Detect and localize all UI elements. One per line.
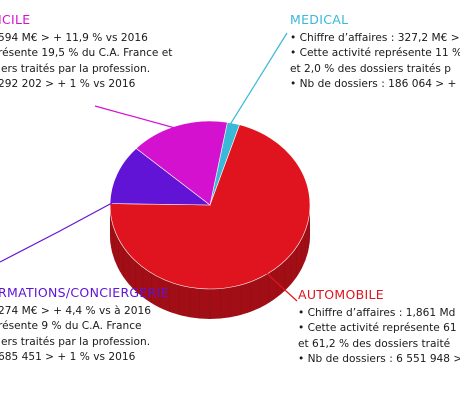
pie-slice-informations-conciergerie	[109, 147, 211, 206]
domicile-line: résente 19,5 % du C.A. France et	[0, 47, 173, 60]
medical-line: • Chiffre d’affaires : 327,2 M€ >	[290, 32, 460, 44]
pie-sides	[110, 205, 310, 319]
automobile-title: AUTOMOBILE	[298, 287, 384, 302]
domicile-line: 594 M€ > + 11,9 % vs 2016	[0, 32, 148, 44]
domicile-line: iers traités par la profession.	[0, 62, 151, 75]
leader-domicile-line	[94, 105, 176, 129]
domicile-lines: 594 M€ > + 11,9 % vs 2016 résente 19,5 %…	[0, 31, 172, 93]
domicile-title: ICILE	[0, 12, 31, 27]
automobile-lines: • Chiffre d’affaires : 1,861 Md • Cette …	[298, 306, 460, 368]
pie-tops	[109, 120, 311, 290]
domicile-line: 292 202 > + 1 % vs 2016	[0, 78, 136, 91]
leader-automobile-line	[251, 259, 298, 302]
medical-lines: • Chiffre d’affaires : 327,2 M€ > • Cett…	[290, 31, 460, 93]
label-domicile: ICILE 594 M€ > + 11,9 % vs 2016 résente …	[0, 12, 172, 93]
automobile-line: • Nb de dossiers : 6 551 948 >	[298, 353, 460, 366]
medical-line: • Nb de dossiers : 186 064 > + 4	[290, 78, 460, 91]
informations-title: RMATIONS/CONCIERGERIE	[0, 285, 169, 300]
pie-slice-automobile	[109, 124, 311, 290]
label-automobile: AUTOMOBILE • Chiffre d’affaires : 1,861 …	[298, 287, 460, 368]
informations-line: 274 M€ > + 4,4 % vs à 2016	[0, 305, 151, 317]
automobile-line: • Cette activité représente 61	[298, 322, 457, 335]
medical-line: • Cette activité représente 11 %	[290, 47, 460, 60]
informations-line: 685 451 > + 1 % vs 2016	[0, 351, 136, 364]
pie-slice-domicile	[135, 120, 228, 206]
automobile-line: et 61,2 % des dossiers traité	[298, 337, 451, 350]
leader-lines	[0, 32, 298, 302]
medical-title: MEDICAL	[290, 12, 349, 27]
informations-lines: 274 M€ > + 4,4 % vs à 2016 résente 9 % d…	[0, 304, 169, 366]
informations-line: iers traités par la profession.	[0, 335, 151, 348]
label-medical: MEDICAL • Chiffre d’affaires : 327,2 M€ …	[290, 12, 460, 93]
medical-line: et 2,0 % des dossiers traités p	[290, 62, 451, 75]
leader-informations-line	[0, 195, 126, 263]
automobile-line: • Chiffre d’affaires : 1,861 Md	[298, 307, 456, 319]
informations-line: résente 9 % du C.A. France	[0, 320, 142, 333]
label-informations: RMATIONS/CONCIERGERIE 274 M€ > + 4,4 % v…	[0, 285, 169, 366]
leader-medical-line	[227, 32, 288, 129]
